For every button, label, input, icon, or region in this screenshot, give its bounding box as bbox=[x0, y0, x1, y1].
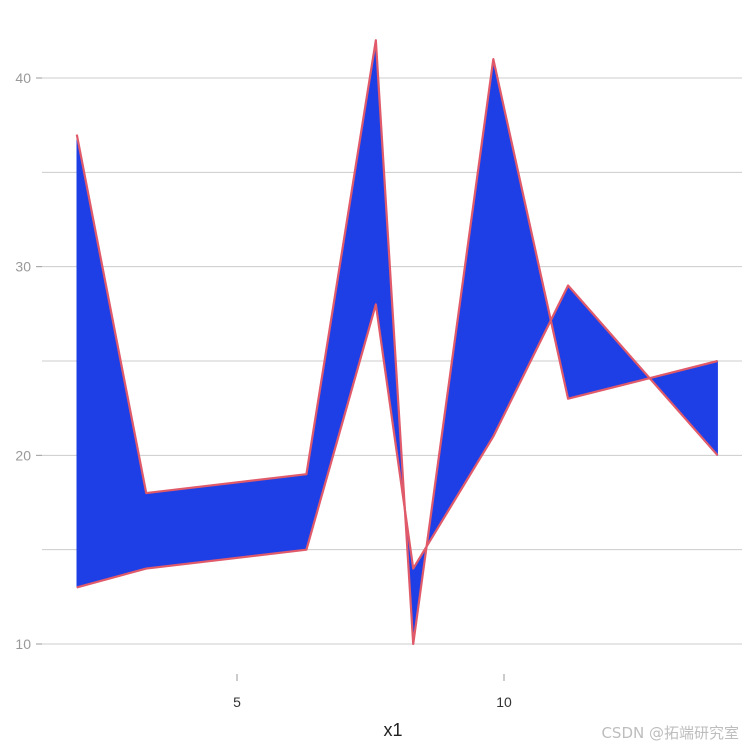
x-axis: 5 10 bbox=[233, 674, 512, 710]
series-line-1 bbox=[75, 39, 718, 646]
y-tick-label-30: 30 bbox=[15, 259, 31, 275]
x-tick-label-10: 10 bbox=[496, 694, 512, 710]
ribbon-segment-3 bbox=[306, 40, 377, 550]
y-tick-label-20: 20 bbox=[15, 447, 31, 463]
ribbon-segment-2 bbox=[145, 473, 307, 569]
ribbon-area bbox=[76, 40, 718, 645]
x-axis-label: x1 bbox=[383, 720, 402, 740]
y-axis: 10 20 30 40 bbox=[15, 70, 42, 652]
series-line-2 bbox=[76, 284, 719, 589]
y-tick-label-40: 40 bbox=[15, 70, 31, 86]
watermark: CSDN @拓端研究室 bbox=[601, 724, 739, 742]
x-tick-label-5: 5 bbox=[233, 694, 241, 710]
series-lines bbox=[75, 39, 719, 646]
ribbon-segment-6 bbox=[493, 59, 569, 437]
y-tick-label-10: 10 bbox=[15, 636, 31, 652]
